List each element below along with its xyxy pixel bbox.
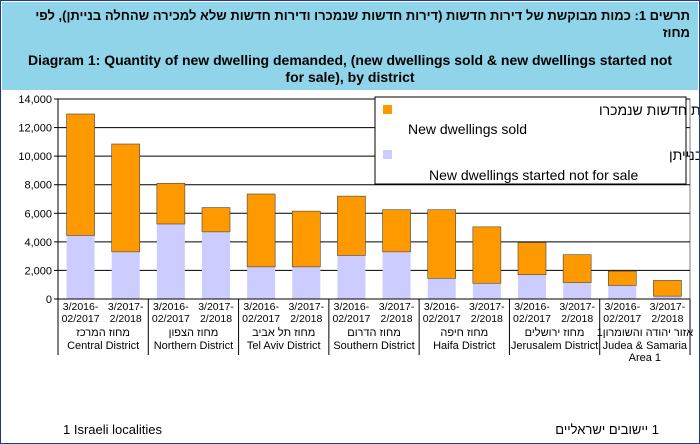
x-tick-label: 3/2017- <box>650 301 686 313</box>
x-tick-label: 02/2017 <box>62 313 100 325</box>
group-label-he: מחוז ירושלים <box>525 326 585 339</box>
x-tick-label: 2/2018 <box>471 313 503 325</box>
y-tick-label: 10,000 <box>18 151 52 163</box>
x-tick-label: 3/2017- <box>469 301 505 313</box>
legend-swatch-sold <box>383 105 392 114</box>
y-tick-label: 0 <box>46 294 52 306</box>
y-tick-label: 14,000 <box>18 94 52 106</box>
x-tick-label: 02/2017 <box>513 313 551 325</box>
bar-sold <box>382 209 411 253</box>
bar-not-for-sale <box>337 255 366 299</box>
x-tick-label: 3/2016- <box>424 301 460 313</box>
x-tick-label: 3/2016- <box>604 301 640 313</box>
bar-not-for-sale <box>156 224 185 299</box>
y-tick-label: 12,000 <box>18 123 52 135</box>
bar-not-for-sale <box>111 251 140 299</box>
bar-not-for-sale <box>563 282 592 299</box>
y-axis: 0 2,000 4,000 6,000 8,000 10,000 12,000 14,000 <box>18 94 59 306</box>
group-label-he: אזור יהודה והשומרון1 <box>597 327 694 339</box>
bar-not-for-sale <box>382 251 411 299</box>
bar-not-for-sale <box>247 266 276 299</box>
x-tick-label: 2/2018 <box>561 313 593 325</box>
x-tick-label: 3/2016- <box>63 301 99 313</box>
group-label-en: Judea & Samaria <box>603 340 688 352</box>
bar-sold <box>66 113 95 236</box>
group-label-he: מחוז תל אביב <box>252 326 315 339</box>
title-english-line1: Diagram 1: Quantity of new dwelling dema… <box>27 52 673 68</box>
group-label-he: מחוז חיפה <box>440 327 488 339</box>
y-tick-label: 6,000 <box>24 208 52 220</box>
bar-not-for-sale <box>202 231 230 299</box>
title-banner: תרשים 1: כמות מבוקשת של דירות חדשות (דיר… <box>2 2 698 90</box>
group-label-en: Haifa District <box>433 340 495 352</box>
bar-sold <box>427 209 457 279</box>
bar-sold <box>472 226 502 284</box>
x-tick-label: 2/2018 <box>651 313 683 325</box>
x-tick-label: 3/2017- <box>379 301 415 313</box>
x-tick-label: 3/2017- <box>559 301 595 313</box>
x-tick-label: 3/2017- <box>288 301 324 313</box>
legend-label-sold-he: דירות חדשות שנמכרו <box>599 102 699 118</box>
x-tick-label: 2/2018 <box>200 313 232 325</box>
bar-sold <box>291 210 321 268</box>
bar-chart: 02,0004,0006,0008,00010,00012,00014,000 … <box>1 90 699 420</box>
bar-not-for-sale <box>608 285 637 299</box>
bar-sold <box>246 193 276 268</box>
x-tick-label: 2/2018 <box>110 313 142 325</box>
x-tick-label: 02/2017 <box>152 313 190 325</box>
group-label-en: Southern District <box>333 340 414 352</box>
legend: דירות חדשות שנמכרו New dwellings sold די… <box>374 96 699 185</box>
group-label-en: Central District <box>67 340 139 352</box>
bar-sold <box>653 280 682 297</box>
bar-sold <box>156 182 186 225</box>
group-label-he: מחוז הדרום <box>347 327 401 339</box>
bar-not-for-sale <box>427 278 456 299</box>
bar-not-for-sale <box>472 283 501 299</box>
title-hebrew-line1: תרשים 1: כמות מבוקשת של דירות חדשות (דיר… <box>35 8 690 23</box>
group-label-en: Jerusalem District <box>511 340 598 352</box>
bar-not-for-sale <box>653 296 682 299</box>
y-tick-label: 4,000 <box>24 237 52 249</box>
x-tick-label: 02/2017 <box>423 313 461 325</box>
y-tick-label: 2,000 <box>24 265 52 277</box>
x-tick-label: 2/2018 <box>381 313 413 325</box>
bar-sold <box>562 254 592 283</box>
x-tick-label: 3/2016- <box>334 301 370 313</box>
legend-swatch-not-for-sale <box>383 150 392 159</box>
x-tick-label: 3/2017- <box>108 301 144 313</box>
bar-not-for-sale <box>66 235 95 299</box>
bars <box>66 113 682 299</box>
legend-label-sold-en: New dwellings sold <box>408 121 527 137</box>
legend-label-not-for-sale-en: New dwellings started not for sale <box>429 167 639 183</box>
footnote-hebrew: 1 יישובים ישראליים <box>555 422 659 437</box>
title-english-line2: for sale), by district <box>285 69 415 85</box>
legend-box <box>374 96 687 185</box>
bar-sold <box>517 242 547 276</box>
bar-sold <box>607 270 637 286</box>
x-tick-label: 3/2016- <box>514 301 550 313</box>
group-label-en: Northern District <box>154 340 233 352</box>
group-label-he: מחוז המרכז <box>76 327 130 339</box>
x-tick-label: 2/2018 <box>290 313 322 325</box>
group-label-he: מחוז הצפון <box>169 327 219 339</box>
x-axis: 3/2016-02/20173/2017-2/20183/2016-02/201… <box>57 298 694 364</box>
y-tick-label: 8,000 <box>24 180 52 192</box>
x-tick-label: 02/2017 <box>242 313 280 325</box>
bar-not-for-sale <box>292 266 321 299</box>
group-label-en: Tel Aviv District <box>247 340 321 352</box>
legend-label-not-for-sale-he: דירות חדשות שלא למכירה שהחלה בנייתן <box>669 147 699 163</box>
footnote-english: 1 Israeli localities <box>63 422 162 437</box>
x-tick-label: 3/2016- <box>243 301 279 313</box>
x-tick-label: 3/2016- <box>153 301 189 313</box>
title-hebrew-line2: מחוז <box>662 25 690 40</box>
x-tick-label: 02/2017 <box>332 313 370 325</box>
bar-sold <box>111 143 141 253</box>
bar-sold <box>337 195 366 256</box>
x-tick-label: 02/2017 <box>603 313 641 325</box>
group-label-en-line2: Area 1 <box>629 352 661 364</box>
bar-not-for-sale <box>518 274 546 299</box>
x-tick-label: 3/2017- <box>198 301 234 313</box>
bar-sold <box>201 207 231 233</box>
